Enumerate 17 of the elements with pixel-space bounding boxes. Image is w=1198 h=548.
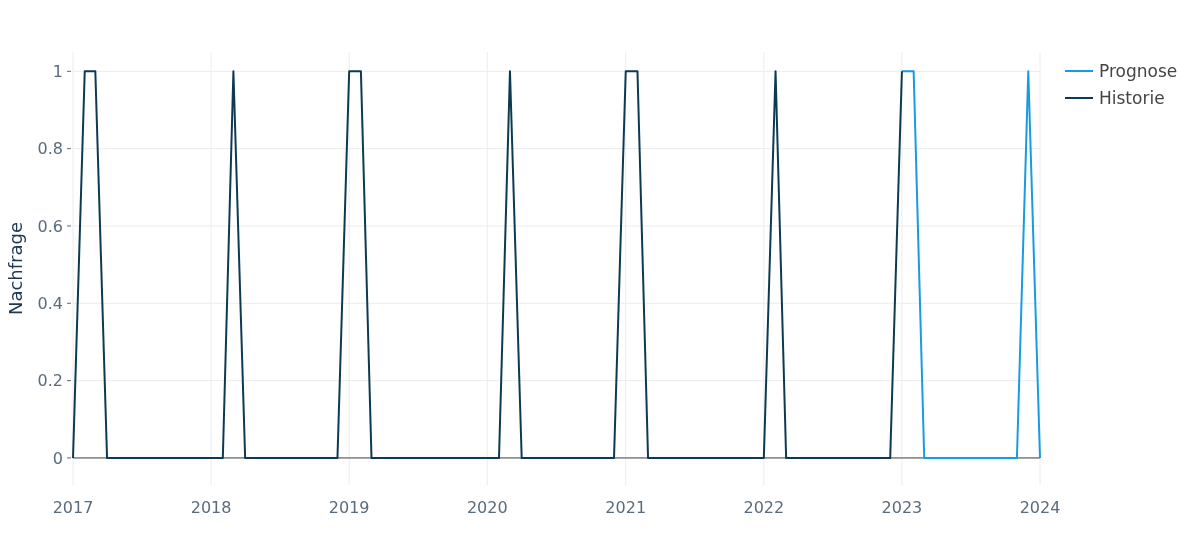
x-tick-label: 2021: [605, 498, 647, 517]
y-tick-label: 1: [52, 61, 63, 81]
x-tick-label: 2024: [1019, 498, 1061, 517]
x-tick-label: 2019: [328, 498, 370, 517]
x-tick-label: 2017: [52, 498, 94, 517]
legend-label: Prognose: [1099, 60, 1178, 81]
y-tick-label: 0.2: [37, 371, 63, 391]
y-tick-label: 0.8: [37, 139, 63, 159]
y-tick-label: 0.6: [37, 216, 63, 236]
legend-label: Historie: [1099, 87, 1165, 108]
x-tick-label: 2023: [881, 498, 923, 517]
y-tick-label: 0.4: [37, 293, 63, 313]
x-tick-label: 2018: [190, 498, 232, 517]
x-tick-label: 2020: [466, 498, 508, 517]
x-tick-label: 2022: [743, 498, 785, 517]
y-axis-title: Nachfrage: [5, 221, 26, 316]
y-tick-label: 0: [52, 448, 63, 468]
